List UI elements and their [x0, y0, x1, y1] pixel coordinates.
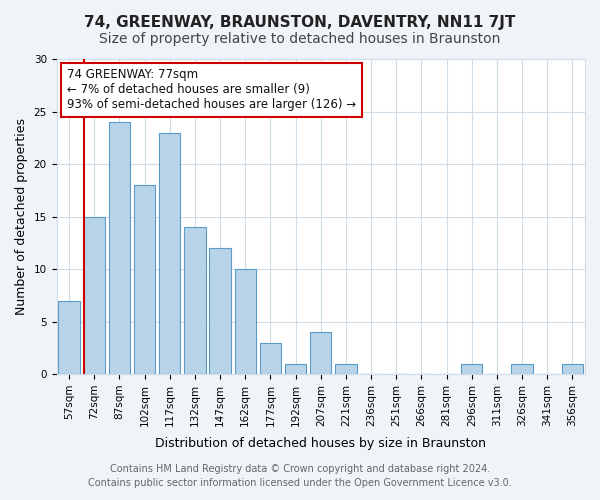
Y-axis label: Number of detached properties: Number of detached properties	[15, 118, 28, 315]
Bar	[285, 364, 306, 374]
Text: 74 GREENWAY: 77sqm
← 7% of detached houses are smaller (9)
93% of semi-detached : 74 GREENWAY: 77sqm ← 7% of detached hous…	[67, 68, 356, 112]
Bar	[58, 300, 80, 374]
Bar	[209, 248, 231, 374]
Bar	[335, 364, 356, 374]
Bar	[260, 342, 281, 374]
X-axis label: Distribution of detached houses by size in Braunston: Distribution of detached houses by size …	[155, 437, 486, 450]
Bar	[562, 364, 583, 374]
Bar	[134, 185, 155, 374]
Bar	[184, 227, 206, 374]
Bar	[109, 122, 130, 374]
Bar	[461, 364, 482, 374]
Text: 74, GREENWAY, BRAUNSTON, DAVENTRY, NN11 7JT: 74, GREENWAY, BRAUNSTON, DAVENTRY, NN11 …	[85, 15, 515, 30]
Bar	[83, 216, 105, 374]
Bar	[310, 332, 331, 374]
Text: Contains HM Land Registry data © Crown copyright and database right 2024.
Contai: Contains HM Land Registry data © Crown c…	[88, 464, 512, 487]
Text: Size of property relative to detached houses in Braunston: Size of property relative to detached ho…	[100, 32, 500, 46]
Bar	[511, 364, 533, 374]
Bar	[159, 132, 181, 374]
Bar	[235, 269, 256, 374]
